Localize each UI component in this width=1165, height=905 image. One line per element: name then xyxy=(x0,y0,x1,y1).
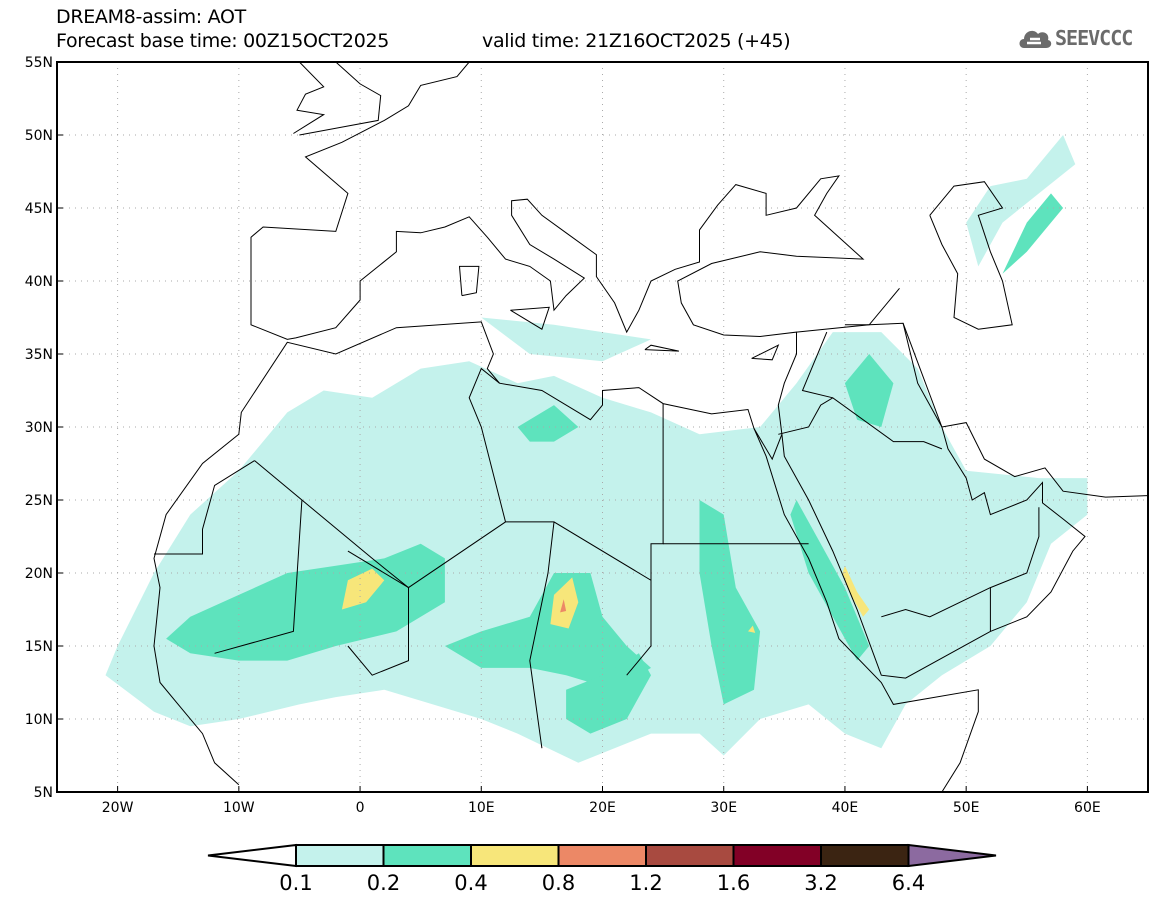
coastline-or-border xyxy=(881,587,991,618)
colorbar-swatch xyxy=(557,844,647,867)
colorbar-swatch xyxy=(470,844,560,867)
colorbar-level-label: 0.4 xyxy=(454,871,487,895)
aot-contour-0.2-0.4 xyxy=(699,500,761,705)
colorbar-swatch xyxy=(820,844,910,867)
coastline-or-border xyxy=(250,62,865,461)
aot-contour-0.1-0.2 xyxy=(966,135,1076,267)
coastlines xyxy=(153,62,1148,792)
aot-contour-0.2-0.4 xyxy=(444,573,651,690)
lat-tick-label: 5N xyxy=(34,785,53,801)
coastline-or-border xyxy=(214,460,303,654)
colorbar-level-label: 1.2 xyxy=(629,871,662,895)
lat-tick-label: 15N xyxy=(25,639,53,655)
coastline-or-border xyxy=(529,521,555,749)
coastline-or-border xyxy=(778,397,943,450)
aot-contour-0.2-0.4 xyxy=(517,405,579,442)
map-title: DREAM8-assim: AOT xyxy=(56,6,246,28)
colorbar-level-label: 0.2 xyxy=(367,871,400,895)
coastline-or-border xyxy=(626,580,652,676)
colorbar-swatch xyxy=(645,844,735,867)
coastline-or-border xyxy=(801,331,833,399)
colorbar-swatch xyxy=(732,844,822,867)
lon-tick-label: 20W xyxy=(102,800,134,816)
lat-tick-label: 45N xyxy=(25,201,53,217)
colorbar-over-arrow xyxy=(907,843,997,868)
coastline-or-border xyxy=(989,507,1040,632)
colorbar-level-label: 0.1 xyxy=(279,871,312,895)
lat-tick-label: 30N xyxy=(25,420,53,436)
axis-ticks: 20W 10W 0 10E 20E 30E 40E 50E 60E 55N 50N 45N 40N 35N… xyxy=(25,55,1101,816)
aot-contours xyxy=(105,135,1088,763)
lat-tick-label: 55N xyxy=(25,55,53,71)
coastline-or-border xyxy=(347,550,409,589)
aot-contour-0.8-1.2 xyxy=(560,599,567,613)
coastline-or-border xyxy=(781,422,1148,679)
aot-contour-0.2-0.4 xyxy=(790,500,870,661)
lon-tick-label: 0 xyxy=(356,800,365,816)
coastline-or-border xyxy=(751,344,780,361)
aot-contour-0.1-0.2 xyxy=(481,317,651,362)
lon-tick-label: 60E xyxy=(1074,800,1101,816)
lat-tick-label: 50N xyxy=(25,128,53,144)
lon-tick-label: 10W xyxy=(223,800,255,816)
coastline-or-border xyxy=(299,62,382,136)
lat-tick-label: 25N xyxy=(25,493,53,509)
lat-tick-label: 10N xyxy=(25,712,53,728)
lon-tick-label: 20E xyxy=(589,800,616,816)
coastline-or-border xyxy=(902,323,943,428)
cloud-icon xyxy=(1019,30,1052,48)
lat-tick-label: 35N xyxy=(25,347,53,363)
coastline-or-border xyxy=(293,62,326,134)
coastline-or-border xyxy=(153,321,979,792)
colorbar-level-label: 6.4 xyxy=(892,871,925,895)
colorbar-level-label: 1.6 xyxy=(717,871,750,895)
lon-tick-label: 40E xyxy=(832,800,859,816)
aot-contour-0.4-0.8 xyxy=(748,625,756,633)
lat-tick-label: 20N xyxy=(25,566,53,582)
forecast-base-time: Forecast base time: 00Z15OCT2025 xyxy=(56,30,390,52)
seevccc-logo: SEEVCCC xyxy=(1018,26,1133,50)
lon-tick-label: 10E xyxy=(468,800,495,816)
logo-text: SEEVCCC xyxy=(1055,26,1133,50)
colorbar-swatch xyxy=(295,844,385,867)
coastline-or-border xyxy=(468,367,506,523)
coastline-or-border xyxy=(796,287,900,333)
lon-tick-label: 50E xyxy=(953,800,980,816)
lon-tick-label: 30E xyxy=(710,800,737,816)
colorbar-level-label: 0.8 xyxy=(542,871,575,895)
coastline-or-border xyxy=(844,322,943,428)
coastline-or-border xyxy=(929,181,1013,330)
aot-contour-0.4-0.8 xyxy=(341,568,385,610)
aot-contour-0.4-0.8 xyxy=(842,565,870,617)
colorbar-swatch xyxy=(382,844,472,867)
colorbar-level-label: 3.2 xyxy=(804,871,837,895)
coastline-or-border xyxy=(510,306,550,330)
coastline-or-border xyxy=(154,460,255,555)
colorbar: 0.1 0.2 0.4 0.8 1.2 1.6 3.2 6.4 xyxy=(207,843,997,895)
aot-contour-0.2-0.4 xyxy=(1002,193,1064,274)
lat-tick-label: 40N xyxy=(25,274,53,290)
aot-contour-0.2-0.4 xyxy=(844,354,894,427)
colorbar-under-arrow xyxy=(207,843,297,868)
coastline-or-border xyxy=(644,344,680,352)
coastline-or-border xyxy=(458,265,480,297)
aot-contour-0.2-0.4 xyxy=(566,653,651,734)
valid-time: valid time: 21Z16OCT2025 (+45) xyxy=(482,30,791,52)
coastline-or-border xyxy=(347,587,409,676)
